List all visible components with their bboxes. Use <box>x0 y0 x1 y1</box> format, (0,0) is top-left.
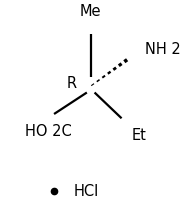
Text: R: R <box>67 76 77 91</box>
Text: Me: Me <box>80 5 102 19</box>
Text: HCl: HCl <box>73 184 99 199</box>
Text: Et: Et <box>131 128 146 143</box>
Text: NH 2: NH 2 <box>145 42 180 57</box>
Text: HO 2C: HO 2C <box>25 124 72 139</box>
